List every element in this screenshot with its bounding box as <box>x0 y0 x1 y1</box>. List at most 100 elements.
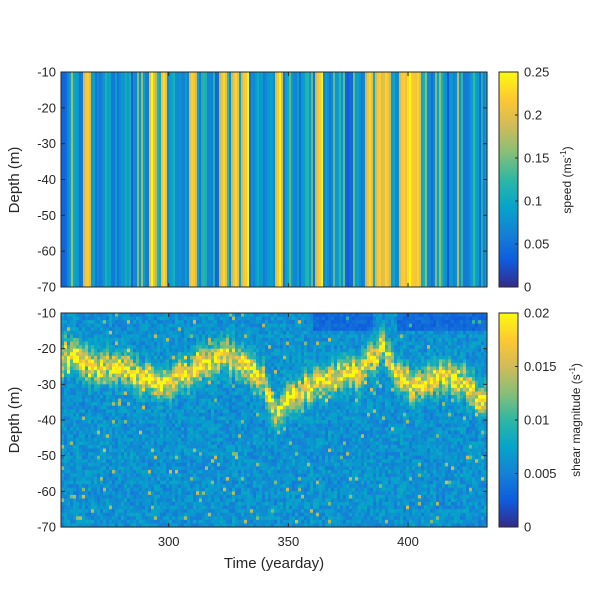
shear-cell <box>256 330 260 335</box>
shear-cell <box>130 448 134 453</box>
shear-cell <box>274 362 278 368</box>
shear-cell <box>157 423 161 428</box>
shear-cell <box>121 502 125 507</box>
shear-cell <box>160 416 164 421</box>
shear-cell <box>142 523 146 528</box>
shear-cell <box>109 316 113 321</box>
shear-cell <box>199 512 203 517</box>
shear-cell <box>262 473 266 478</box>
shear-cell <box>115 423 119 428</box>
shear-cell <box>142 359 146 364</box>
shear-cell <box>271 387 275 393</box>
shear-cell <box>223 437 227 442</box>
shear-cell <box>88 462 92 467</box>
shear-cell <box>208 448 212 453</box>
shear-cell <box>76 316 80 321</box>
shear-cell <box>175 487 179 492</box>
shear-cell <box>274 416 278 421</box>
shear-cell <box>292 519 296 525</box>
shear-cell <box>208 387 212 393</box>
shear-cell <box>124 523 128 528</box>
shear-cell <box>109 434 113 439</box>
shear-cell <box>223 423 227 428</box>
shear-cell <box>184 466 188 471</box>
shear-cell <box>190 373 194 378</box>
shear-cell <box>64 423 68 428</box>
speed-cell <box>279 72 282 287</box>
shear-cell <box>91 341 95 346</box>
shear-cell <box>73 519 77 525</box>
shear-cell <box>247 398 251 403</box>
shear-cell <box>205 391 209 396</box>
shear-cell <box>70 437 74 442</box>
shear-cell <box>106 427 110 432</box>
shear-cell <box>151 384 155 389</box>
shear-cell <box>214 473 218 478</box>
shear-cell <box>178 444 182 450</box>
shear-cell <box>244 487 248 492</box>
shear-cell <box>169 352 173 357</box>
shear-cell <box>175 395 179 400</box>
shear-cell <box>169 480 173 485</box>
shear-cell <box>226 337 230 343</box>
shear-cell <box>232 334 236 339</box>
shear-cell <box>241 420 245 425</box>
shear-cell <box>256 441 260 446</box>
shear-cell <box>283 430 287 435</box>
shear-cell <box>193 395 197 400</box>
shear-cell <box>148 327 152 332</box>
shear-cell <box>244 491 248 496</box>
shear-cell <box>163 405 167 410</box>
shear-cell <box>208 355 212 360</box>
shear-cell <box>274 448 278 453</box>
shear-cell <box>172 505 176 510</box>
shear-cell <box>280 448 284 453</box>
shear-cell <box>214 373 218 378</box>
shear-cell <box>184 370 188 375</box>
shear-cell <box>166 441 170 446</box>
shear-cell <box>220 437 224 442</box>
shear-cell <box>211 387 215 393</box>
shear-cell <box>73 480 77 485</box>
shear-cell <box>85 366 89 371</box>
shear-cell <box>292 370 296 375</box>
speed-cell <box>107 72 110 287</box>
speed-cell <box>145 72 148 287</box>
shear-cell <box>127 444 131 450</box>
shear-cell <box>190 316 194 321</box>
shear-cell <box>223 323 227 328</box>
shear-cell <box>109 412 113 418</box>
shear-cell <box>259 498 263 503</box>
shear-cell <box>94 366 98 371</box>
shear-cell <box>157 516 161 521</box>
shear-cell <box>85 462 89 467</box>
speed-colorbar <box>498 71 519 288</box>
shear-cell <box>220 316 224 321</box>
shear-cell <box>259 448 263 453</box>
shear-cell <box>88 380 92 385</box>
shear-cell <box>82 427 86 432</box>
shear-cell <box>286 477 290 482</box>
shear-cell <box>94 348 98 353</box>
shear-cell <box>205 334 209 339</box>
shear-cell <box>199 313 203 318</box>
speed-colorbar-label: speed (ms-1) <box>559 146 574 213</box>
shear-cell <box>229 387 233 393</box>
shear-cell <box>217 494 221 500</box>
shear-cell <box>139 420 143 425</box>
shear-cell <box>193 452 197 457</box>
shear-cell <box>79 355 83 360</box>
shear-cell <box>250 362 254 368</box>
speed-cell <box>217 72 220 287</box>
shear-cell <box>157 320 161 325</box>
shear-cell <box>142 473 146 478</box>
shear-cell <box>241 469 245 475</box>
shear-cell <box>163 355 167 360</box>
shear-cell <box>199 330 203 335</box>
shear-cell <box>64 477 68 482</box>
shear-cell <box>280 509 284 514</box>
shear-cell <box>157 441 161 446</box>
shear-cell <box>247 452 251 457</box>
shear-cell <box>70 362 74 368</box>
shear-cell <box>142 387 146 393</box>
